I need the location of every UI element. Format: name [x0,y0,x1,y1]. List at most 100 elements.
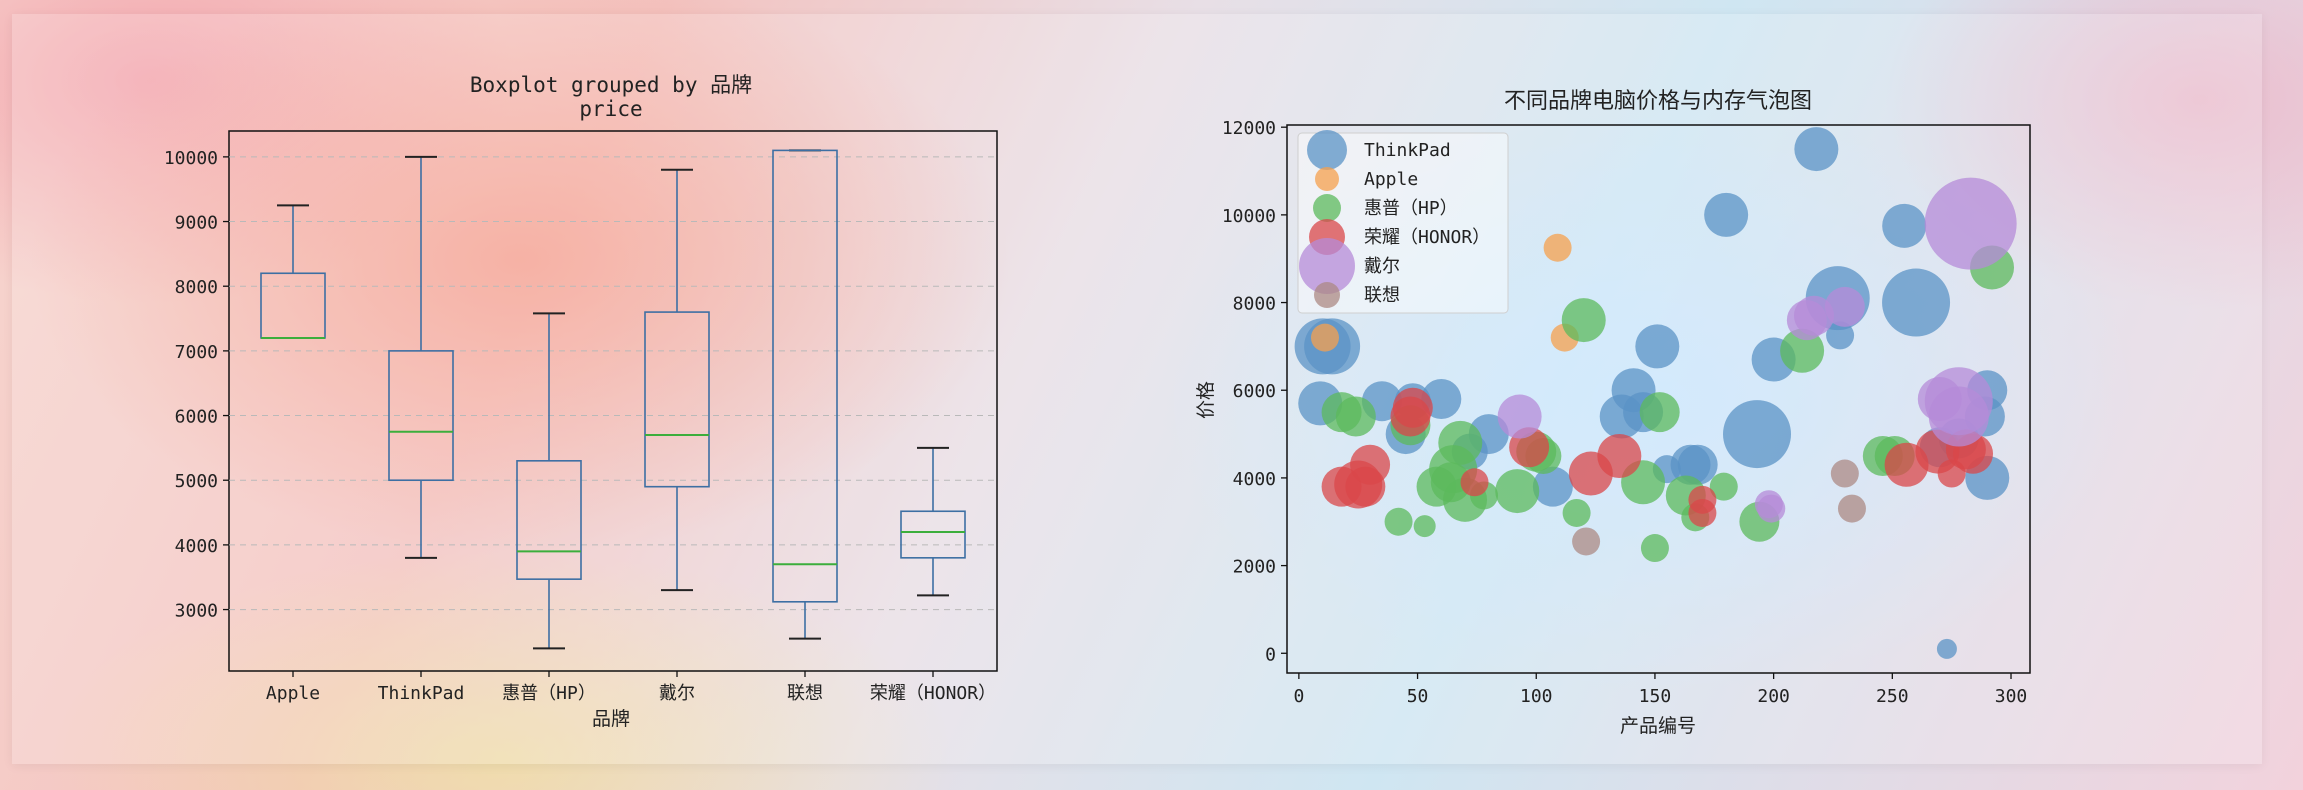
bubble-points [1294,127,2017,659]
legend-label: Apple [1364,169,1418,190]
boxplot-box-group [516,312,582,650]
bubble-x-axis: 0 50 100 150 200 250 300 [1293,673,2027,707]
bubble-point [1757,494,1786,523]
bubble-point [1310,323,1339,352]
bubble-point [1572,527,1601,556]
bubble-x-tick-label: 150 [1639,686,1672,707]
bubble-y-tick-label: 2000 [1233,557,1276,578]
bubble-point [1780,328,1825,373]
boxplot-box-group [900,446,966,597]
bubble-point [1384,507,1413,536]
boxplot-x-axis: Apple ThinkPad 惠普（HP） 戴尔 联想 荣耀（HONOR） [266,671,996,704]
bubble-y-axis: 0 2000 4000 6000 8000 10000 12000 [1222,118,1287,665]
bubble-chart: 不同品牌电脑价格与内存气泡图 0 50 100 150 200 250 300 0 2000 4… [1195,89,2031,737]
legend-label: ThinkPad [1364,140,1451,161]
boxplot-chart: Boxplot grouped by 品牌 price 3000 4000 5000… [164,73,998,730]
boxplot-subtitle: price [579,97,642,121]
bubble-point [1882,268,1951,337]
legend-label: 惠普（HP） [1364,198,1458,219]
boxplot-box [772,149,838,603]
bubble-point [1460,468,1489,497]
bubble-point [1392,387,1433,428]
bubble-point [1723,400,1792,469]
bubble-x-tick-label: 200 [1757,686,1790,707]
boxplot-box [388,350,454,482]
bubble-point [1335,396,1376,437]
boxplot-y-tick-label: 6000 [175,407,218,428]
bubble-point [1635,324,1680,369]
bubble-point [1497,394,1542,439]
bubble-point [1543,233,1572,262]
bubble-point [1882,203,1927,248]
legend-marker [1299,238,1355,294]
bubble-point [1597,433,1642,478]
bubble-point [1561,298,1606,343]
bubble-chart-title: 不同品牌电脑价格与内存气泡图 [1504,89,1812,114]
bubble-point [1794,127,1839,172]
boxplot-x-tick-label: ThinkPad [378,683,465,704]
boxplot-box [900,510,966,559]
boxplot-y-tick-label: 5000 [175,471,218,492]
bubble-point [1936,638,1957,659]
boxplot-box-group [644,168,710,592]
boxplot-box [644,311,710,488]
legend-marker [1313,194,1341,222]
bubble-point [1688,498,1717,527]
boxplot-box-group [388,155,454,559]
bubble-point [1928,386,1989,447]
legend-marker [1307,130,1347,170]
legend-marker [1315,167,1339,191]
bubble-point [1640,534,1669,563]
boxplot-x-tick-label: 荣耀（HONOR） [870,683,996,704]
bubble-x-tick-label: 100 [1520,686,1553,707]
boxplot-box [516,460,582,580]
bubble-x-tick-label: 50 [1407,686,1429,707]
boxplot-y-tick-label: 4000 [175,536,218,557]
bubble-x-tick-label: 300 [1995,686,2028,707]
boxplot-plot-frame [228,130,998,672]
bubble-point [1639,392,1680,433]
boxplot-box-group [772,149,838,640]
boxplot-title: Boxplot grouped by 品牌 [470,73,752,97]
bubble-point [1413,515,1436,538]
bubble-point [1709,472,1738,501]
bubble-point [1495,469,1540,514]
bubble-y-axis-label: 价格 [1195,381,1217,419]
chart-card [12,14,2262,764]
bubble-y-tick-label: 10000 [1222,206,1276,227]
legend-label: 荣耀（HONOR） [1364,227,1490,248]
bubble-point [1532,466,1573,507]
boxplot-box-group [260,204,326,339]
boxplot-x-tick-label: 联想 [787,683,823,704]
boxplot-x-axis-label: 品牌 [592,708,630,730]
bubble-x-tick-label: 250 [1876,686,1909,707]
boxplot-box [260,272,326,339]
boxplot-x-tick-label: 戴尔 [659,683,695,704]
boxplot-y-tick-label: 8000 [175,277,218,298]
legend-marker [1314,282,1340,308]
bubble-y-tick-label: 12000 [1222,118,1276,139]
bubble-x-axis-label: 产品编号 [1620,715,1696,737]
boxplot-y-tick-label: 9000 [175,213,218,234]
bubble-y-tick-label: 4000 [1233,469,1276,490]
bubble-y-tick-label: 0 [1265,644,1276,665]
bubble-point [1562,498,1591,527]
boxplot-y-tick-label: 7000 [175,342,218,363]
bubble-point [1837,494,1866,523]
legend-label: 联想 [1364,285,1400,306]
boxplot-y-tick-label: 10000 [164,148,218,169]
legend-label: 戴尔 [1364,256,1400,277]
bubble-point [1350,444,1391,485]
bubble-x-tick-label: 0 [1293,686,1304,707]
boxplot-y-axis: 3000 4000 5000 6000 7000 8000 9000 10000 [164,148,229,622]
boxplot-x-tick-label: Apple [266,683,320,704]
boxplot-y-tick-label: 3000 [175,601,218,622]
bubble-point [1826,321,1855,350]
bubble-plot-frame [1286,124,2031,674]
bubble-point [1677,444,1718,485]
bubble-y-tick-label: 6000 [1233,381,1276,402]
boxplot-boxes [260,149,966,650]
bubble-point [1824,286,1865,327]
